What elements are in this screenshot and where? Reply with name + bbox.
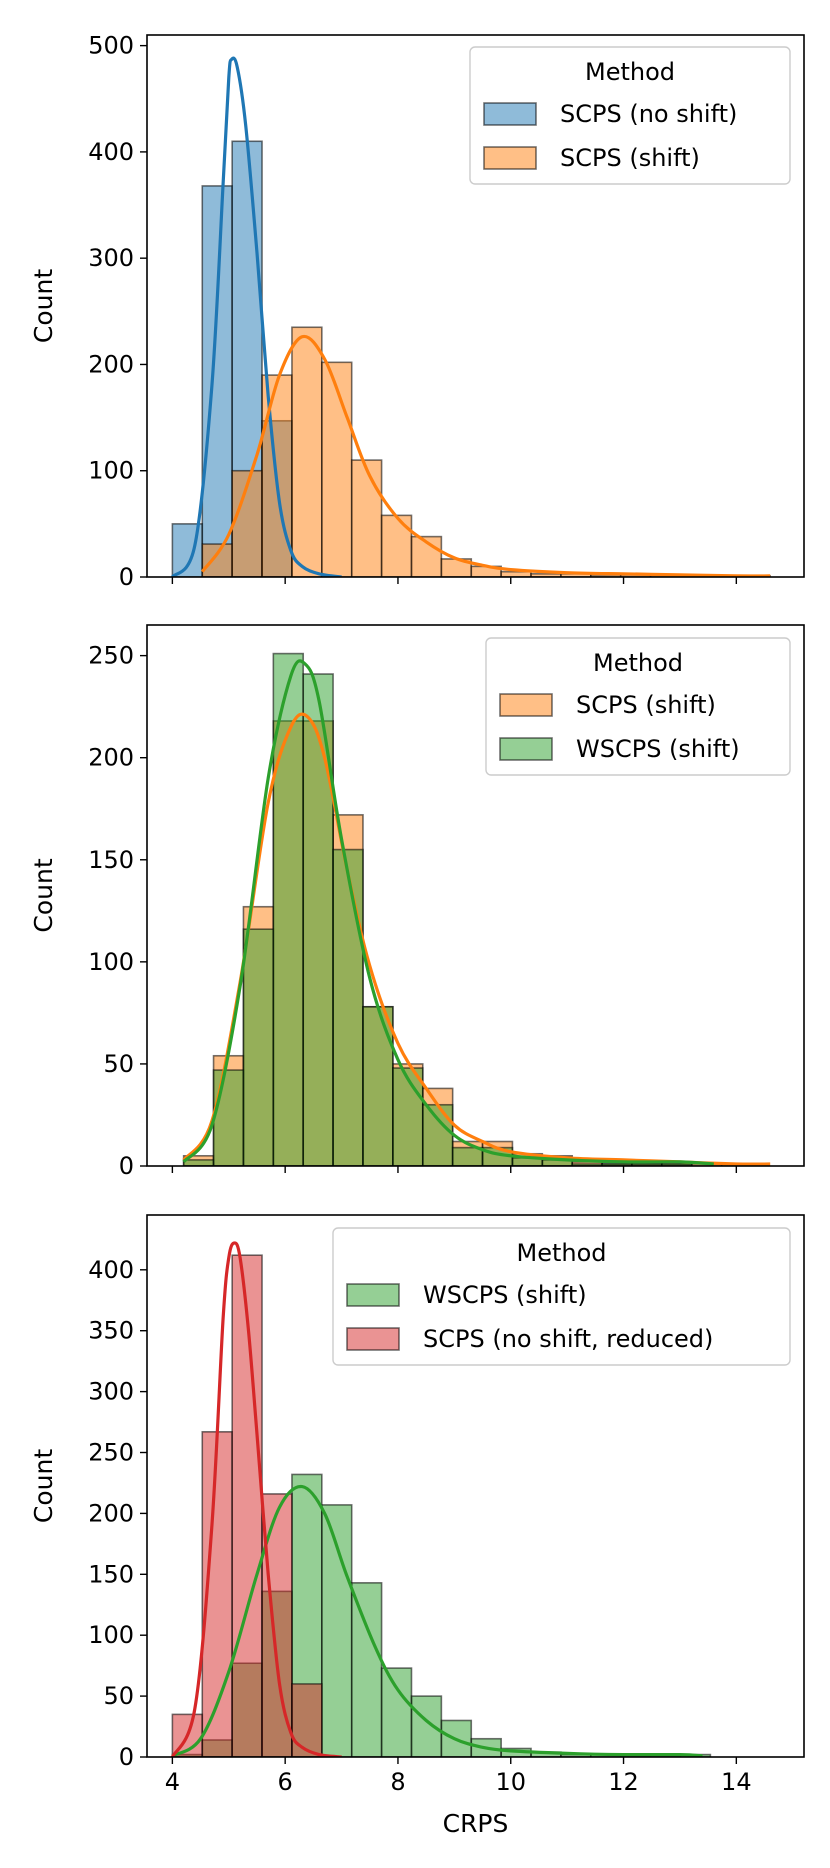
legend-box bbox=[469, 46, 791, 185]
y-axis-label: Count bbox=[29, 269, 58, 343]
axes-frame bbox=[146, 34, 805, 578]
kde-line bbox=[170, 1241, 342, 1757]
legend-swatch bbox=[346, 1327, 400, 1351]
histogram-bar bbox=[421, 1103, 454, 1166]
y-tick-label: 200 bbox=[88, 350, 134, 378]
y-axis-label: Count bbox=[29, 1449, 58, 1523]
legend-box bbox=[332, 1227, 791, 1366]
y-tick-label: 400 bbox=[88, 1256, 134, 1284]
legend-swatch bbox=[499, 693, 553, 717]
histogram-bar bbox=[410, 1695, 443, 1757]
x-tick-label: 6 bbox=[278, 1768, 293, 1796]
legend: Method WSCPS (shift) SCPS (no shift, reduc… bbox=[332, 1227, 791, 1366]
y-tick-label: 0 bbox=[119, 563, 134, 591]
histogram-bar bbox=[291, 1683, 323, 1757]
histogram-bar bbox=[201, 185, 233, 577]
x-tick-label: 14 bbox=[721, 1768, 752, 1796]
x-tick-label: 8 bbox=[390, 1768, 405, 1796]
axes-frame bbox=[146, 624, 805, 1167]
y-tick-label: 100 bbox=[88, 457, 134, 485]
y-tick-label: 250 bbox=[88, 1439, 134, 1467]
x-axis-label: CRPS bbox=[443, 1809, 509, 1838]
histogram-bar bbox=[392, 1067, 424, 1166]
histogram-bar bbox=[362, 1005, 394, 1166]
histogram-bar bbox=[201, 543, 233, 577]
legend: Method SCPS (no shift) SCPS (shift) bbox=[469, 46, 791, 185]
legend-box bbox=[485, 637, 791, 776]
histogram-bar bbox=[350, 459, 383, 577]
y-tick-label: 100 bbox=[88, 1621, 134, 1649]
y-tick-label: 200 bbox=[88, 1499, 134, 1527]
x-tick-label: 10 bbox=[495, 1768, 526, 1796]
y-tick-label: 0 bbox=[119, 1743, 134, 1771]
histogram-bar bbox=[212, 1069, 245, 1166]
y-tick-label: 0 bbox=[119, 1152, 134, 1180]
legend-entry: SCPS (no shift, reduced) bbox=[423, 1325, 713, 1353]
histogram-bar bbox=[332, 848, 364, 1166]
histogram-bar bbox=[380, 1667, 413, 1757]
y-tick-label: 50 bbox=[103, 1050, 134, 1078]
chart-panel-3: 0 50 100 150 200 250 300 350 400 4 6 8 10 12 14 Count CR… bbox=[29, 1214, 805, 1838]
plot-area bbox=[182, 652, 771, 1166]
y-tick-label: 100 bbox=[88, 948, 134, 976]
legend-swatch bbox=[483, 146, 537, 170]
histogram-bar bbox=[661, 1163, 693, 1166]
histogram-bar bbox=[291, 326, 323, 577]
axes-frame bbox=[146, 1214, 805, 1758]
legend-title: Method bbox=[585, 58, 675, 86]
y-tick-label: 50 bbox=[103, 1682, 134, 1710]
histogram-bar bbox=[380, 514, 413, 577]
legend-entry: WSCPS (shift) bbox=[423, 1281, 587, 1309]
kde-line bbox=[171, 56, 342, 577]
histogram-bar bbox=[451, 1146, 484, 1166]
legend-swatch bbox=[483, 102, 537, 126]
legend-entry: SCPS (no shift) bbox=[560, 100, 737, 128]
y-tick-label: 150 bbox=[88, 1560, 134, 1588]
y-tick-label: 150 bbox=[88, 846, 134, 874]
y-tick-label: 300 bbox=[88, 244, 134, 272]
y-tick-label: 350 bbox=[88, 1317, 134, 1345]
x-tick-label: 12 bbox=[608, 1768, 639, 1796]
y-tick-label: 300 bbox=[88, 1378, 134, 1406]
kde-line bbox=[171, 1484, 703, 1757]
y-tick-label: 500 bbox=[88, 32, 134, 60]
legend-entry: SCPS (shift) bbox=[576, 691, 716, 719]
x-tick-label: 4 bbox=[165, 1768, 180, 1796]
legend-title: Method bbox=[593, 649, 683, 677]
kde-line bbox=[200, 334, 771, 577]
histogram-bar bbox=[321, 361, 353, 577]
legend-entry: SCPS (shift) bbox=[560, 144, 700, 172]
legend-title: Method bbox=[516, 1239, 606, 1267]
y-tick-label: 200 bbox=[88, 744, 134, 772]
chart-panel-2: 0 50 100 150 200 250 Count Method SCPS (shift) WS… bbox=[29, 624, 805, 1180]
kde-line bbox=[182, 659, 714, 1166]
legend-entry: WSCPS (shift) bbox=[576, 735, 740, 763]
y-axis-label: Count bbox=[29, 858, 58, 932]
legend: Method SCPS (shift) WSCPS (shift) bbox=[485, 637, 791, 776]
plot-area bbox=[171, 56, 771, 577]
y-tick-label: 250 bbox=[88, 642, 134, 670]
legend-swatch bbox=[499, 737, 553, 761]
y-tick-label: 400 bbox=[88, 138, 134, 166]
histogram-bar bbox=[242, 928, 275, 1166]
histogram-bar bbox=[302, 673, 334, 1166]
histogram-bar bbox=[182, 1159, 215, 1166]
histogram-bar bbox=[350, 1582, 383, 1757]
legend-swatch bbox=[346, 1283, 400, 1307]
chart-panel-1: 0 100 200 300 400 500 Count Method SCPS (no shif… bbox=[29, 32, 805, 591]
